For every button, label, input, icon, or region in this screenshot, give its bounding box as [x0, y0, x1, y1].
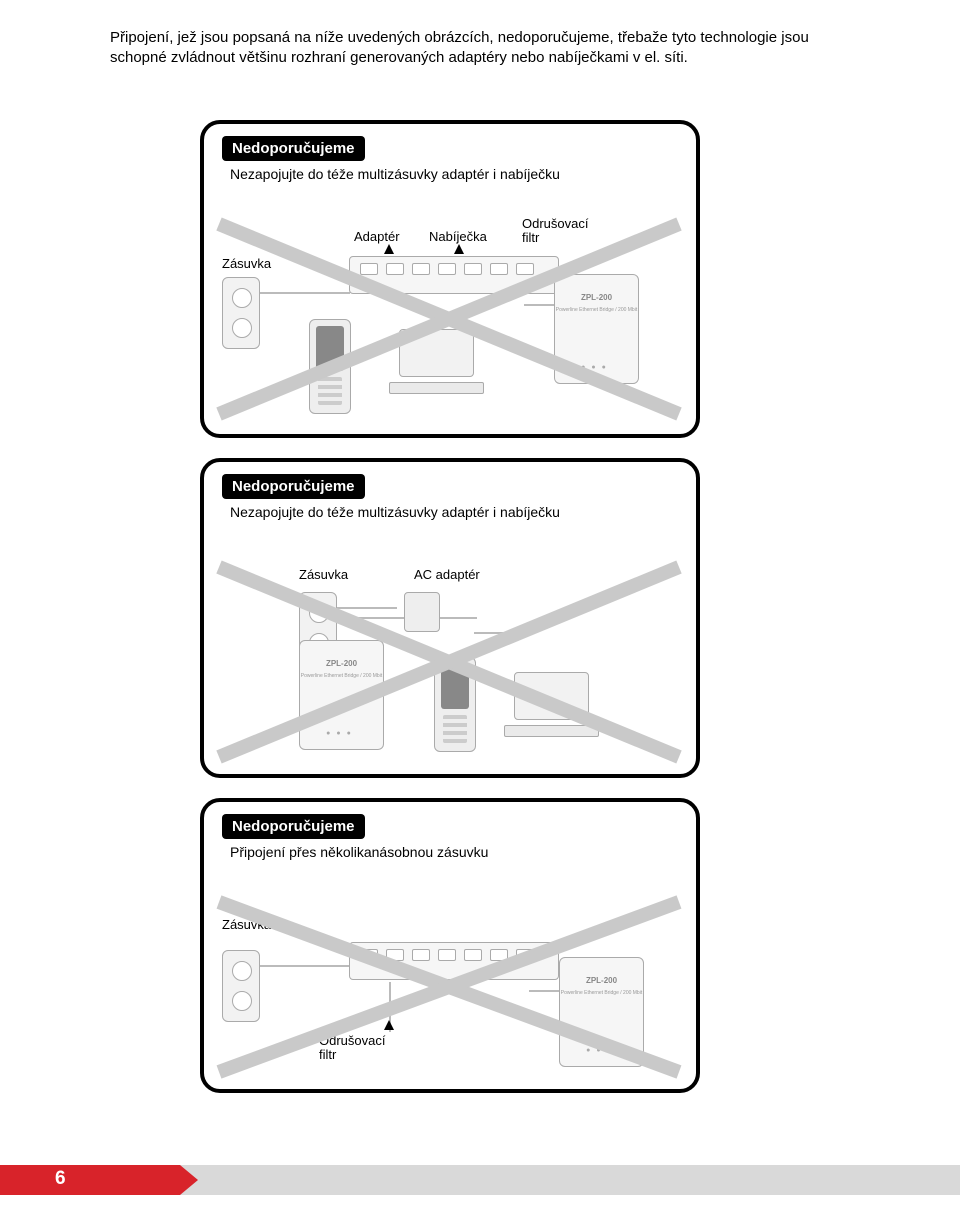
label-odrusovaci-1: Odrušovací	[522, 216, 588, 231]
arrow-up-icon-1b	[454, 244, 464, 254]
panel-3-badge: Nedoporučujeme	[222, 814, 365, 839]
arrow-up-icon-3	[384, 1020, 394, 1030]
zpl-device-3: ZPL-200 Powerline Ethernet Bridge / 200 …	[559, 957, 644, 1067]
footer: 6	[0, 1165, 960, 1223]
outlet-icon-1	[222, 277, 260, 349]
footer-accent	[0, 1165, 180, 1195]
laptop-icon-2	[504, 672, 599, 737]
panel-3: Nedoporučujeme Připojení přes několikaná…	[200, 798, 700, 1093]
page-number: 6	[55, 1168, 66, 1190]
zpl-sub-3: Powerline Ethernet Bridge / 200 Mbit	[560, 990, 643, 996]
wire-3c	[529, 990, 559, 992]
label-zasuvka-1: Zásuvka	[222, 256, 271, 271]
zpl-device-2: ZPL-200 Powerline Ethernet Bridge / 200 …	[299, 640, 384, 750]
label-filtr-1: filtr	[522, 230, 539, 245]
panel-2-badge: Nedoporučujeme	[222, 474, 365, 499]
label-filtr-3: filtr	[319, 1047, 336, 1062]
zpl-sub-1: Powerline Ethernet Bridge / 200 Mbit	[555, 307, 638, 313]
powerstrip-3	[349, 942, 559, 980]
powerstrip-1	[349, 256, 559, 294]
panel-1: Nedoporučujeme Nezapojujte do téže multi…	[200, 120, 700, 438]
label-zasuvka-2: Zásuvka	[299, 567, 348, 582]
zpl-model-1: ZPL-200	[555, 293, 638, 302]
wire-2a	[337, 607, 397, 609]
label-nabijecka-1: Nabíječka	[429, 229, 487, 244]
label-odrusovaci-3: Odrušovací	[319, 1033, 385, 1048]
panel-1-subtitle: Nezapojujte do téže multizásuvky adaptér…	[230, 166, 560, 184]
panel-2-subtitle: Nezapojujte do téže multizásuvky adaptér…	[230, 504, 560, 522]
wire-2c	[474, 632, 534, 634]
zpl-leds-2: ●●●	[300, 730, 383, 737]
panel-1-badge: Nedoporučujeme	[222, 136, 365, 161]
ac-adapter-block-2	[404, 592, 440, 632]
label-odrusovaci-filtr-1: Odrušovací filtr	[522, 217, 588, 246]
laptop-icon-1	[389, 329, 484, 394]
phone-icon-2	[434, 657, 476, 752]
zpl-device-1: ZPL-200 Powerline Ethernet Bridge / 200 …	[554, 274, 639, 384]
label-zasuvka-3: Zásuvka	[222, 917, 271, 932]
intro-text: Připojení, jež jsou popsaná na níže uved…	[110, 28, 860, 69]
phone-icon-1	[309, 319, 351, 414]
panel-3-subtitle: Připojení přes několikanásobnou zásuvku	[230, 844, 570, 862]
zpl-model-3: ZPL-200	[560, 976, 643, 985]
arrow-up-icon-1a	[384, 244, 394, 254]
zpl-model-2: ZPL-200	[300, 659, 383, 668]
zpl-leds-1: ●●●	[555, 364, 638, 371]
zpl-sub-2: Powerline Ethernet Bridge / 200 Mbit	[300, 673, 383, 679]
panel-2: Nedoporučujeme Nezapojujte do téže multi…	[200, 458, 700, 778]
wire-1a	[260, 292, 350, 294]
label-odrusovaci-filtr-3: Odrušovací filtr	[319, 1034, 385, 1063]
label-acadapter-2: AC adaptér	[414, 567, 480, 582]
zpl-leds-3: ●●●	[560, 1047, 643, 1054]
label-adapter-1: Adaptér	[354, 229, 400, 244]
outlet-icon-3	[222, 950, 260, 1022]
wire-1b	[524, 304, 554, 306]
wire-3a	[260, 965, 350, 967]
